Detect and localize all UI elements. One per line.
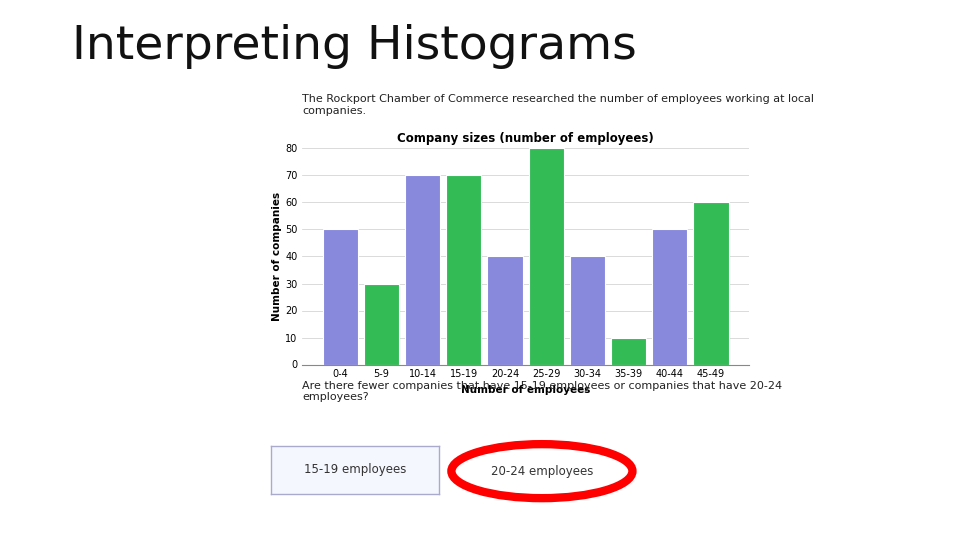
Text: Are there fewer companies that have 15-19 employees or companies that have 20-24: Are there fewer companies that have 15-1…: [302, 381, 782, 402]
Bar: [693, 202, 729, 364]
Bar: [364, 284, 399, 364]
Bar: [570, 256, 605, 365]
Bar: [323, 230, 358, 364]
Text: Interpreting Histograms: Interpreting Histograms: [72, 24, 636, 69]
Bar: [529, 148, 564, 364]
Text: 15-19 employees: 15-19 employees: [303, 463, 406, 476]
Title: Company sizes (number of employees): Company sizes (number of employees): [397, 132, 654, 145]
Bar: [405, 176, 440, 364]
Y-axis label: Number of companies: Number of companies: [273, 192, 282, 321]
Text: 20-24 employees: 20-24 employees: [491, 464, 593, 478]
X-axis label: Number of employees: Number of employees: [461, 385, 590, 395]
Text: The Rockport Chamber of Commerce researched the number of employees working at l: The Rockport Chamber of Commerce researc…: [302, 94, 814, 116]
Bar: [488, 256, 522, 365]
Bar: [652, 230, 687, 364]
Bar: [612, 338, 646, 364]
Bar: [446, 176, 481, 364]
